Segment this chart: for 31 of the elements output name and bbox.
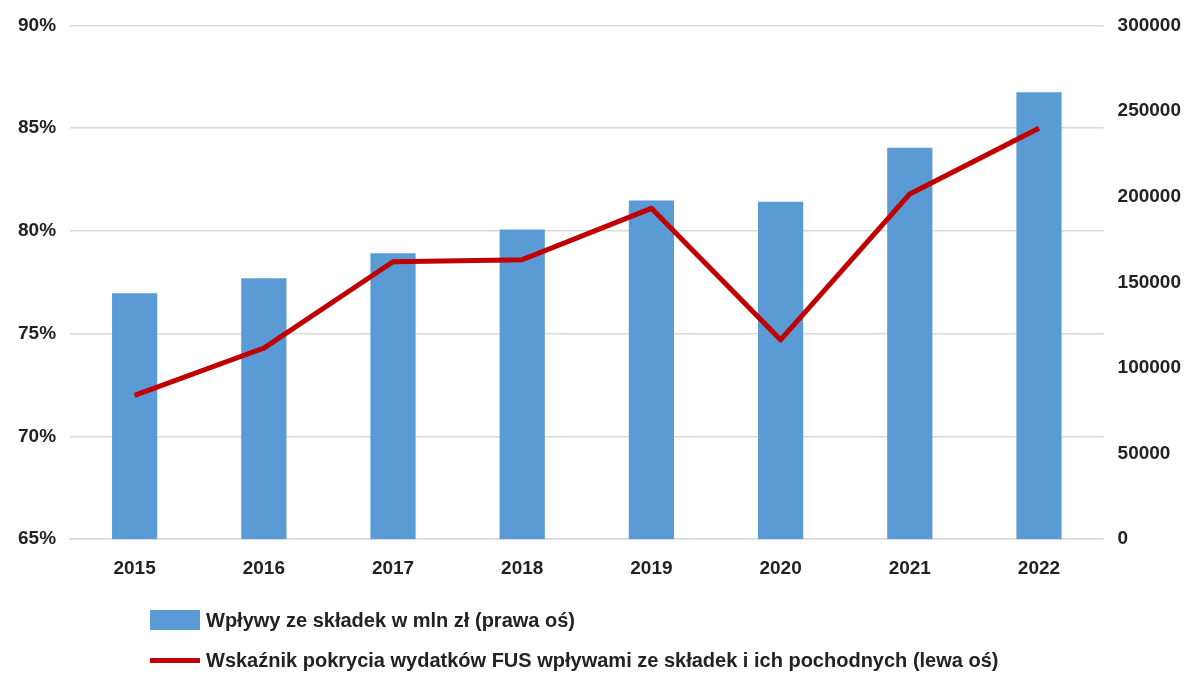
x-tick-label: 2015 [113,556,157,578]
x-tick-label: 2016 [242,556,285,578]
y-tick-label: 75% [18,321,57,343]
y-tick-label: 80% [18,219,57,241]
x-tick-label: 2018 [501,556,544,578]
bar [628,200,675,540]
y2-tick-label: 100000 [1117,356,1181,378]
x-tick-label: 2017 [371,556,415,578]
bar [112,293,158,540]
y2-tick-label: 0 [1117,527,1129,549]
y-tick-label: 85% [18,116,57,138]
y-tick-label: 70% [18,424,57,446]
y2-tick-label: 50000 [1117,441,1171,463]
y2-tick-label: 150000 [1117,270,1181,292]
bar [370,253,416,540]
y2-tick-label: 250000 [1117,99,1181,121]
bar [1016,92,1062,540]
bar [499,229,545,540]
legend-label: Wpływy ze składek w mln zł (prawa oś) [206,608,575,632]
y-tick-label: 65% [18,527,57,549]
y2-tick-label: 200000 [1117,184,1181,206]
x-tick-label: 2019 [630,556,673,578]
y2-tick-label: 300000 [1117,13,1181,35]
x-tick-label: 2020 [759,556,802,578]
bar [241,278,287,540]
bar [758,201,804,540]
legend-label: Wskaźnik pokrycia wydatków FUS wpływami ze składek i ich pochodnych (lewa oś) [206,648,999,672]
y-tick-label: 90% [18,13,57,35]
bar [887,147,933,540]
x-tick-label: 2021 [888,556,932,578]
x-tick-label: 2022 [1017,556,1061,578]
